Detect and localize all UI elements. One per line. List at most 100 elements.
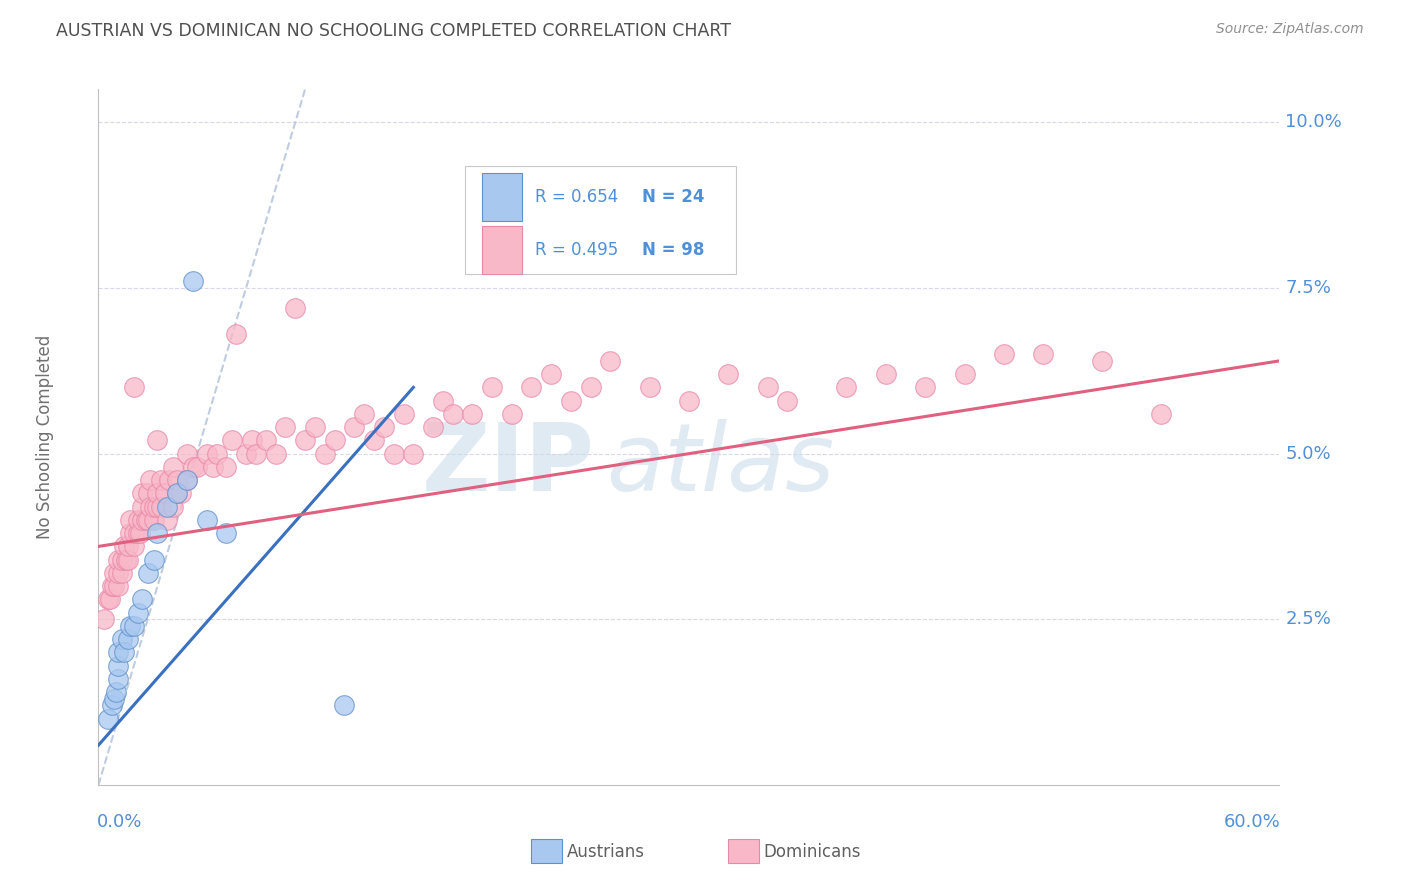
Point <box>176 473 198 487</box>
Point <box>97 712 120 726</box>
Point <box>835 380 858 394</box>
Text: R = 0.495: R = 0.495 <box>536 241 619 259</box>
Point <box>422 420 444 434</box>
Text: Austrians: Austrians <box>567 843 644 861</box>
Point <box>101 579 124 593</box>
Point <box>156 513 179 527</box>
Point <box>254 434 277 448</box>
Point <box>142 513 165 527</box>
Point <box>221 434 243 448</box>
Text: 0.0%: 0.0% <box>97 813 142 830</box>
Point <box>432 393 454 408</box>
Point <box>274 420 297 434</box>
FancyBboxPatch shape <box>464 166 737 274</box>
Point <box>142 552 165 566</box>
Point <box>146 486 169 500</box>
Point <box>1091 354 1114 368</box>
Point <box>101 698 124 713</box>
Point <box>166 486 188 500</box>
Point <box>181 459 204 474</box>
Text: ZIP: ZIP <box>422 419 595 511</box>
Point <box>176 447 198 461</box>
Text: N = 24: N = 24 <box>641 188 704 206</box>
Point <box>166 486 188 500</box>
Text: 7.5%: 7.5% <box>1285 279 1331 297</box>
Point <box>138 500 160 514</box>
Text: atlas: atlas <box>606 419 835 510</box>
Point <box>181 274 204 288</box>
Point <box>294 434 316 448</box>
Point <box>103 566 125 580</box>
Point <box>201 459 224 474</box>
Point <box>111 632 134 647</box>
Point <box>135 513 157 527</box>
Point <box>131 513 153 527</box>
Text: Source: ZipAtlas.com: Source: ZipAtlas.com <box>1216 22 1364 37</box>
Text: 5.0%: 5.0% <box>1285 444 1331 463</box>
Point <box>136 486 159 500</box>
Point <box>678 393 700 408</box>
Point <box>501 407 523 421</box>
Text: No Schooling Completed: No Schooling Completed <box>37 335 55 539</box>
Point <box>638 380 661 394</box>
Point <box>115 552 138 566</box>
Point <box>146 526 169 541</box>
Text: Dominicans: Dominicans <box>763 843 860 861</box>
Point <box>107 566 129 580</box>
Point <box>333 698 356 713</box>
Point <box>127 513 149 527</box>
Point <box>579 380 602 394</box>
Point <box>560 393 582 408</box>
Point <box>461 407 484 421</box>
Point <box>195 513 218 527</box>
Point <box>150 473 173 487</box>
Point <box>103 691 125 706</box>
Point <box>402 447 425 461</box>
Point <box>131 500 153 514</box>
Point <box>162 500 184 514</box>
Point <box>304 420 326 434</box>
Point <box>131 592 153 607</box>
Point <box>225 327 247 342</box>
Point <box>284 301 307 315</box>
Point <box>127 606 149 620</box>
Point <box>136 566 159 580</box>
Point <box>353 407 375 421</box>
Point <box>97 592 120 607</box>
Point <box>392 407 415 421</box>
Point <box>118 526 141 541</box>
Point <box>122 380 145 394</box>
Point <box>111 552 134 566</box>
Point <box>382 447 405 461</box>
Point <box>118 513 141 527</box>
Text: R = 0.654: R = 0.654 <box>536 188 619 206</box>
Point <box>93 612 115 626</box>
Text: 2.5%: 2.5% <box>1285 610 1331 628</box>
Point <box>146 500 169 514</box>
Point <box>343 420 366 434</box>
Point <box>112 540 135 554</box>
Point <box>105 685 128 699</box>
Point <box>240 434 263 448</box>
Point <box>142 500 165 514</box>
Point <box>122 526 145 541</box>
Point <box>520 380 543 394</box>
Point <box>117 540 139 554</box>
Point <box>107 579 129 593</box>
Text: AUSTRIAN VS DOMINICAN NO SCHOOLING COMPLETED CORRELATION CHART: AUSTRIAN VS DOMINICAN NO SCHOOLING COMPL… <box>56 22 731 40</box>
Point <box>993 347 1015 361</box>
Point <box>953 367 976 381</box>
FancyBboxPatch shape <box>482 173 523 221</box>
Point <box>138 473 160 487</box>
Point <box>155 486 177 500</box>
Point <box>215 459 238 474</box>
Point <box>103 579 125 593</box>
Point <box>756 380 779 394</box>
Point <box>111 566 134 580</box>
Point <box>122 540 145 554</box>
Point <box>122 619 145 633</box>
Point <box>1150 407 1173 421</box>
Text: 10.0%: 10.0% <box>1285 113 1343 131</box>
FancyBboxPatch shape <box>482 226 523 274</box>
Point <box>314 447 336 461</box>
